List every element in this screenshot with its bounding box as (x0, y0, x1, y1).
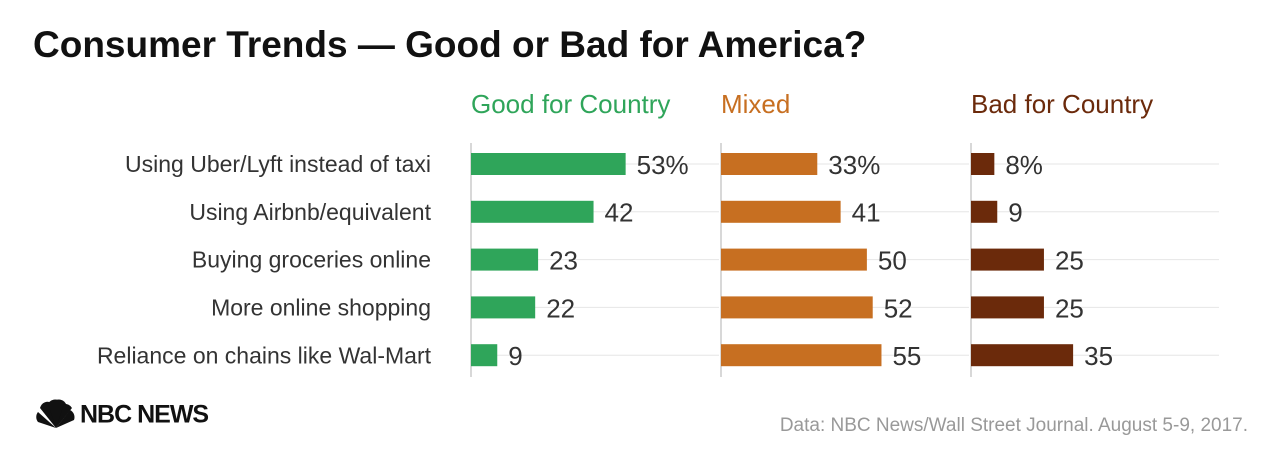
series-header: Mixed (721, 89, 790, 119)
category-label: Using Airbnb/equivalent (189, 199, 431, 225)
chart-title: Consumer Trends — Good or Bad for Americ… (33, 24, 866, 65)
category-label: Buying groceries online (192, 247, 431, 273)
value-label: 22 (546, 293, 575, 323)
value-label: 53% (637, 150, 689, 180)
series-header: Bad for Country (971, 89, 1153, 119)
value-label: 9 (508, 341, 522, 371)
category-label: Reliance on chains like Wal-Mart (97, 342, 432, 368)
value-label: 8% (1005, 150, 1043, 180)
value-label: 25 (1055, 293, 1084, 323)
bar (471, 344, 498, 367)
value-label: 33% (828, 150, 880, 180)
bar (471, 248, 539, 271)
value-label: 23 (549, 245, 578, 275)
bar (971, 296, 1044, 319)
bar (721, 344, 882, 367)
value-label: 9 (1008, 198, 1022, 228)
bar (971, 200, 998, 223)
value-label: 50 (878, 245, 907, 275)
logo-icon (36, 399, 75, 428)
bar (721, 248, 867, 271)
value-label: 42 (605, 198, 634, 228)
value-label: 52 (884, 293, 913, 323)
bar (721, 200, 841, 223)
source: Data: NBC News/Wall Street Journal. Augu… (780, 415, 1248, 436)
bar (471, 153, 626, 175)
logo-text: NBC NEWS (80, 401, 208, 429)
value-label: 41 (852, 198, 881, 228)
category-label: Using Uber/Lyft instead of taxi (125, 151, 431, 177)
bar (721, 153, 818, 175)
series-header: Good for Country (471, 89, 670, 119)
bar (471, 296, 536, 319)
bar (721, 296, 873, 319)
value-label: 55 (892, 341, 921, 371)
category-label: More online shopping (211, 294, 431, 320)
value-label: 35 (1084, 341, 1113, 371)
value-label: 25 (1055, 245, 1084, 275)
bar (971, 344, 1074, 367)
bar (971, 248, 1044, 271)
bar (471, 200, 594, 223)
bar (971, 153, 995, 175)
